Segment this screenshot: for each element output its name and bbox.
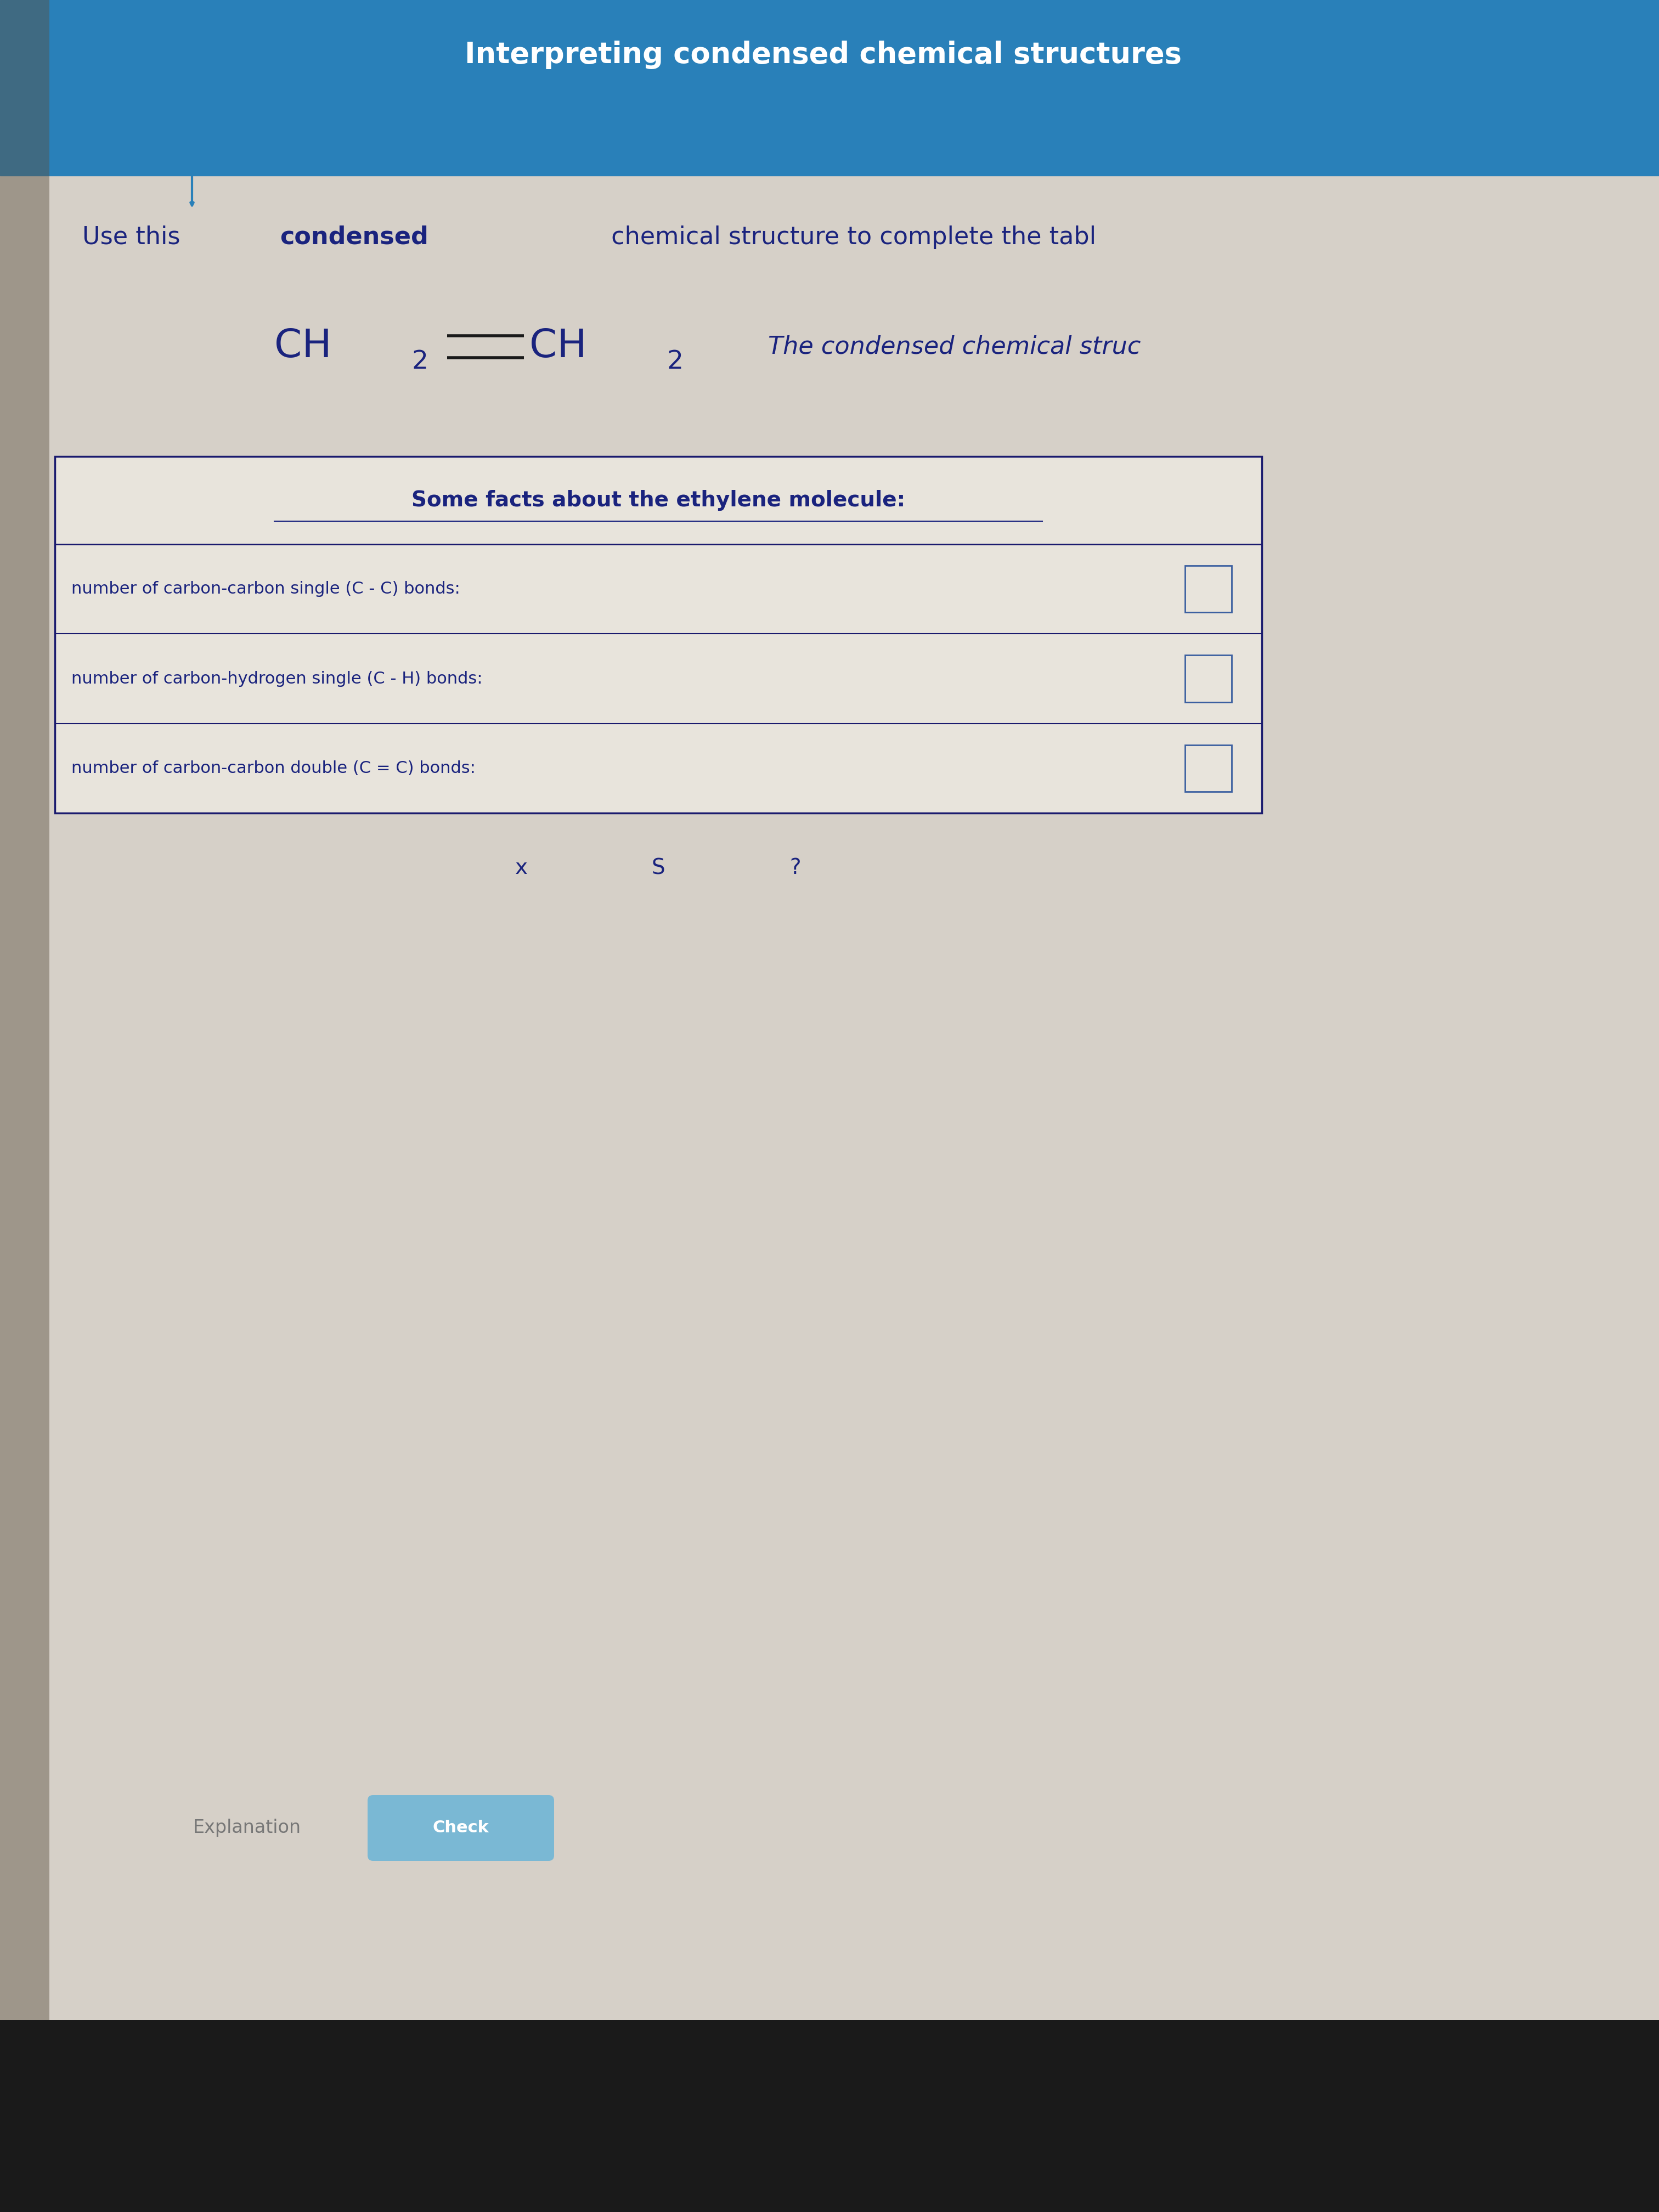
Bar	[1185, 745, 1231, 792]
Text: Explanation: Explanation	[192, 1818, 300, 1836]
Text: Use this: Use this	[83, 226, 187, 248]
Bar	[0, 0, 50, 2020]
Text: 2: 2	[667, 349, 684, 374]
Text: number of carbon-carbon double (C = C) bonds:: number of carbon-carbon double (C = C) b…	[71, 761, 476, 776]
Bar	[55, 456, 1262, 814]
Text: chemical structure to complete the tabl: chemical structure to complete the tabl	[604, 226, 1097, 248]
Bar	[0, 2020, 1659, 2212]
Bar	[0, 0, 1659, 175]
Bar	[1185, 566, 1231, 613]
FancyBboxPatch shape	[368, 1796, 554, 1860]
Text: CH: CH	[529, 327, 587, 365]
Text: CH: CH	[274, 327, 332, 365]
Text: condensed: condensed	[280, 226, 428, 248]
Text: number of carbon-carbon single (C - C) bonds:: number of carbon-carbon single (C - C) b…	[71, 582, 460, 597]
Text: The condensed chemical struc: The condensed chemical struc	[768, 334, 1141, 358]
Text: Some facts about the ethylene molecule:: Some facts about the ethylene molecule:	[411, 489, 906, 511]
Text: 2: 2	[411, 349, 428, 374]
Bar	[1185, 655, 1231, 701]
Text: Check: Check	[433, 1820, 489, 1836]
Text: S: S	[652, 858, 665, 878]
Text: ?: ?	[790, 858, 801, 878]
Text: number of carbon-hydrogen single (C - H) bonds:: number of carbon-hydrogen single (C - H)…	[71, 670, 483, 686]
Text: Interpreting condensed chemical structures: Interpreting condensed chemical structur…	[465, 40, 1181, 69]
Text: x: x	[514, 858, 528, 878]
